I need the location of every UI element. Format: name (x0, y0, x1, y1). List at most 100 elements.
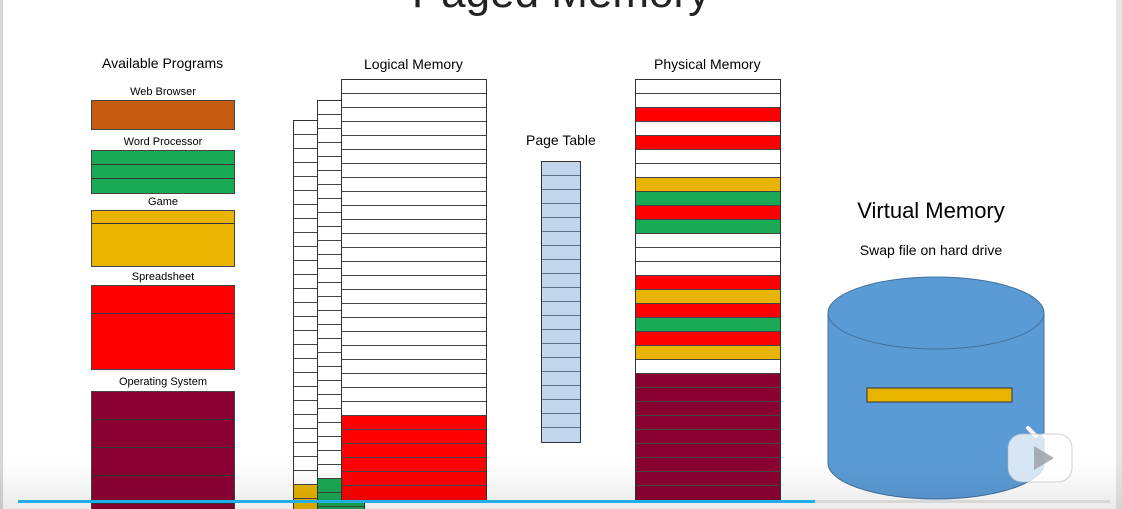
page-table-entry (542, 344, 580, 358)
logical-page (342, 388, 486, 402)
program-page (92, 314, 234, 369)
logical-page (342, 444, 486, 458)
page-table-entry (542, 386, 580, 400)
page-table-entry (542, 260, 580, 274)
page-table-entry (542, 288, 580, 302)
logical-page (342, 164, 486, 178)
program-block (91, 391, 235, 509)
physical-frame (636, 178, 780, 192)
program-label: Web Browser (130, 86, 196, 98)
program-page (92, 211, 234, 224)
logical-page (342, 108, 486, 122)
program-label: Word Processor (123, 136, 203, 148)
physical-frame (636, 388, 780, 402)
program-label: Operating System (118, 376, 208, 388)
video-player-icon[interactable] (1006, 424, 1074, 484)
page-table-entry (542, 316, 580, 330)
page-table-entry (542, 176, 580, 190)
page-table-entry (542, 218, 580, 232)
logical-page (342, 178, 486, 192)
page-table-entry (542, 330, 580, 344)
page-table-entry (542, 204, 580, 218)
logical-page (342, 220, 486, 234)
page-table-column (541, 161, 581, 443)
program-page (92, 151, 234, 165)
physical-frame (636, 248, 780, 262)
page-table-entry (542, 246, 580, 260)
logical-page (342, 276, 486, 290)
physical-frame (636, 192, 780, 206)
physical-frame (636, 332, 780, 346)
physical-frame (636, 108, 780, 122)
physical-frame (636, 206, 780, 220)
swap-file-label: Swap file on hard drive (859, 242, 1003, 258)
video-progress-fill (18, 500, 815, 503)
page-table-entry (542, 372, 580, 386)
physical-frame (636, 262, 780, 276)
logical-page (342, 234, 486, 248)
logical-page (342, 346, 486, 360)
physical-frame (636, 290, 780, 304)
program-block (91, 150, 235, 194)
physical-frame (636, 164, 780, 178)
page-table-entry (542, 358, 580, 372)
page-table-entry (542, 274, 580, 288)
physical-frame (636, 402, 780, 416)
physical-frame (636, 234, 780, 248)
physical-frame (636, 318, 780, 332)
program-block (91, 100, 235, 130)
physical-memory-label: Physical Memory (654, 56, 761, 72)
program-block (91, 285, 235, 370)
physical-frame (636, 94, 780, 108)
program-label: Spreadsheet (131, 271, 195, 283)
program-page (92, 420, 234, 448)
page-table-entry (542, 414, 580, 428)
logical-page (342, 486, 486, 500)
logical-page (342, 122, 486, 136)
logical-page (342, 360, 486, 374)
logical-page (342, 318, 486, 332)
physical-frame (636, 458, 780, 472)
program-page (92, 224, 234, 266)
logical-page (342, 192, 486, 206)
slide-right-border (1116, 0, 1122, 509)
logical-page (342, 402, 486, 416)
available-programs-label: Available Programs (102, 55, 224, 71)
logical-page (342, 374, 486, 388)
logical-page (342, 206, 486, 220)
logical-page (342, 416, 486, 430)
physical-frame (636, 486, 780, 500)
program-page (92, 179, 234, 193)
logical-page (342, 150, 486, 164)
hard-drive-cylinder (827, 276, 1045, 500)
physical-frame (636, 122, 780, 136)
slide-title: Paged Memory (0, 0, 1122, 18)
program-page (92, 101, 234, 129)
physical-memory-column (635, 79, 781, 501)
logical-page (342, 458, 486, 472)
physical-frame (636, 136, 780, 150)
physical-frame (636, 374, 780, 388)
page-table-entry (542, 162, 580, 176)
program-page (92, 286, 234, 314)
logical-page (342, 262, 486, 276)
program-block (91, 210, 235, 267)
program-page (92, 392, 234, 420)
program-page (92, 448, 234, 476)
program-label: Game (148, 196, 178, 208)
logical-page (342, 430, 486, 444)
page-table-entry (542, 428, 580, 442)
physical-frame (636, 80, 780, 94)
page-table-entry (542, 400, 580, 414)
logical-page (342, 332, 486, 346)
physical-frame (636, 150, 780, 164)
logical-memory-column-front (341, 79, 487, 501)
logical-memory-label: Logical Memory (364, 56, 463, 72)
physical-frame (636, 430, 780, 444)
page-table-label: Page Table (526, 132, 596, 148)
page-table-entry (542, 232, 580, 246)
program-page (92, 165, 234, 179)
physical-frame (636, 472, 780, 486)
logical-page (342, 94, 486, 108)
